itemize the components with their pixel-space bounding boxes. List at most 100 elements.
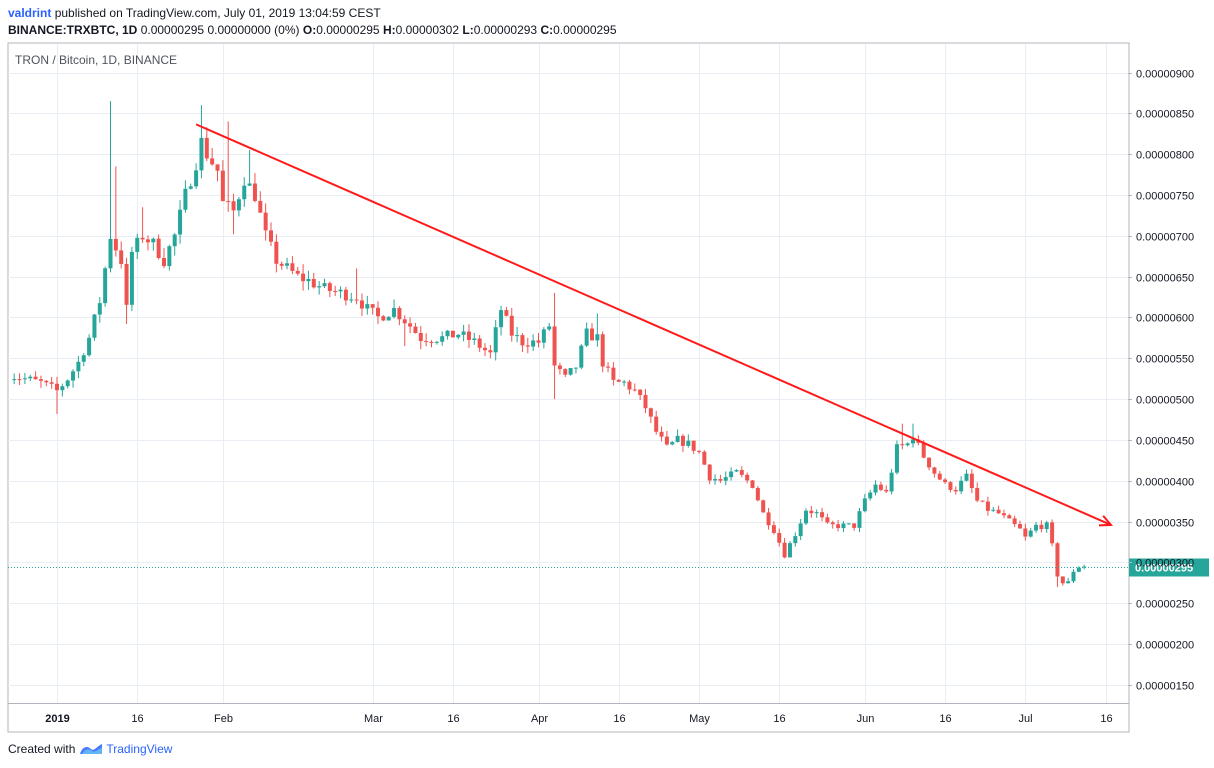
candle <box>488 344 493 359</box>
candle <box>991 506 996 513</box>
candle-body <box>873 484 878 493</box>
candle <box>92 314 97 341</box>
candle <box>1018 520 1022 529</box>
candle-body <box>424 341 429 343</box>
candle <box>365 295 370 315</box>
candle <box>338 286 343 299</box>
candle <box>557 362 562 375</box>
candle <box>252 173 257 203</box>
candle <box>349 292 354 304</box>
symbol-label: BINANCE:TRXBTC, 1D <box>8 23 138 37</box>
candle-body <box>937 473 942 480</box>
candle <box>638 389 643 401</box>
candle-body <box>65 380 70 387</box>
candle <box>755 485 760 502</box>
trendline-segment[interactable] <box>195 123 1112 526</box>
candle-body <box>590 328 594 341</box>
candle-body <box>1018 524 1022 529</box>
candle <box>183 180 188 213</box>
candle-body <box>376 307 380 317</box>
candle <box>140 207 145 243</box>
candle-body <box>12 379 17 381</box>
candle <box>236 196 241 217</box>
candle <box>17 373 22 386</box>
candle <box>242 177 247 207</box>
candle <box>632 383 637 392</box>
candle-body <box>242 185 247 200</box>
candle <box>322 278 327 288</box>
candle <box>595 313 600 347</box>
candle <box>798 519 803 541</box>
tradingview-brand[interactable]: TradingView <box>79 742 172 756</box>
candle <box>878 481 883 492</box>
candle <box>450 330 455 338</box>
candle-body <box>92 314 97 338</box>
candle <box>1001 509 1006 519</box>
candle <box>659 426 664 442</box>
candle-body <box>809 510 814 514</box>
candle-body <box>985 501 990 511</box>
candle-body <box>349 299 354 301</box>
candle <box>948 480 953 493</box>
candle-body <box>226 201 231 203</box>
candle <box>81 352 86 367</box>
time-axis[interactable]: 2019 16 Feb Mar 16 Apr 16 May 16 Jun 16 Jul 16 <box>45 713 1112 725</box>
candle-body <box>713 479 718 481</box>
time-tick-label: Mar <box>364 713 383 725</box>
candle <box>12 373 17 385</box>
candle-body <box>579 345 584 368</box>
candle <box>333 285 338 297</box>
candle <box>156 234 161 260</box>
candle <box>552 292 557 400</box>
price-axis[interactable]: 0.00000900 0.00000850 0.00000800 0.00000750… <box>1128 69 1194 693</box>
candle <box>680 434 685 452</box>
candle-body <box>1044 522 1049 530</box>
candle <box>713 474 718 485</box>
candle <box>943 477 948 484</box>
candle <box>985 496 990 516</box>
candle-body <box>520 335 525 346</box>
candle <box>600 331 605 373</box>
author-link[interactable]: valdrint <box>8 6 52 20</box>
candle <box>547 323 552 332</box>
time-tick-label: 16 <box>131 713 143 725</box>
candle <box>65 379 70 389</box>
current-price-label: 0.00000295 <box>1135 563 1193 575</box>
candle <box>1023 523 1028 541</box>
candle <box>28 374 33 382</box>
time-tick-label: 16 <box>613 713 625 725</box>
candle <box>889 468 894 495</box>
candle <box>408 317 413 334</box>
candles <box>12 101 1087 587</box>
candle-body <box>964 473 969 481</box>
candle-body <box>466 331 471 340</box>
candle-body <box>1076 567 1081 572</box>
candle-body <box>884 489 889 492</box>
candle <box>520 333 525 353</box>
price-tick-label: 0.00000850 <box>1136 109 1194 121</box>
publish-info: valdrint published on TradingView.com, J… <box>8 6 381 20</box>
candle-body <box>830 522 835 525</box>
candle-body <box>354 299 359 301</box>
candle-body <box>680 435 685 446</box>
candle <box>124 257 129 325</box>
candle <box>22 372 27 385</box>
candle <box>515 326 520 343</box>
candle-body <box>889 472 894 492</box>
trendline[interactable] <box>195 123 1114 527</box>
candle <box>493 319 498 361</box>
time-tick-label: Jun <box>857 713 875 725</box>
current-price-layer: 0.00000295 <box>8 558 1209 577</box>
candle-body <box>975 487 980 501</box>
candle-body <box>584 328 589 346</box>
candle-body <box>894 444 899 473</box>
candle-body <box>1039 524 1044 530</box>
candle <box>953 486 958 495</box>
candle-body <box>547 326 552 330</box>
candle-body <box>236 199 241 211</box>
candle <box>129 246 134 312</box>
candle-body <box>22 378 27 380</box>
candle-body <box>739 470 744 475</box>
candle-body <box>381 316 386 321</box>
